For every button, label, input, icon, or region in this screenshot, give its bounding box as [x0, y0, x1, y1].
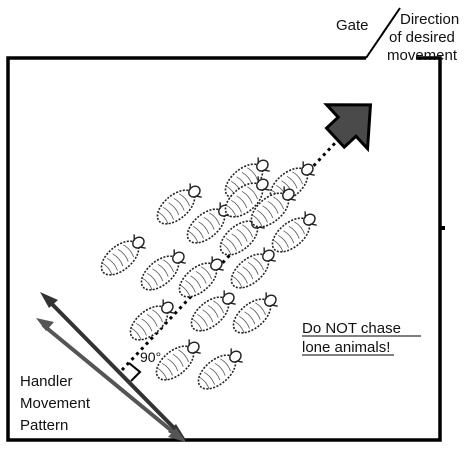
- stray-mark: [441, 226, 445, 230]
- direction-label-line3: movement: [387, 47, 458, 64]
- sheep-icon: [140, 249, 186, 291]
- direction-label-line2: of desired: [389, 29, 455, 46]
- handler-label-line2: Movement: [20, 395, 91, 412]
- sheep-icon: [129, 299, 175, 341]
- gate-label: Gate: [336, 17, 369, 34]
- pen-enclosure: [6, 56, 442, 442]
- angle-label: 90°: [140, 349, 161, 365]
- sheep-icon: [155, 339, 201, 381]
- sheep-icon: [224, 176, 270, 218]
- gate-line: [365, 7, 401, 59]
- sheep-icon: [224, 157, 270, 199]
- handler-label-line3: Pattern: [20, 417, 68, 434]
- warning-label-line1: Do NOT chase: [302, 320, 401, 337]
- right-angle-marker: [128, 362, 142, 382]
- sheep-icon: [100, 234, 146, 276]
- sheep-icon: [197, 348, 243, 390]
- handler-label-line1: Handler: [20, 373, 73, 390]
- direction-arrow-icon: [323, 103, 373, 153]
- direction-label-line1: Direction: [400, 11, 459, 28]
- herd: [100, 157, 317, 390]
- sheep-icon: [232, 292, 278, 334]
- warning-label-line2: lone animals!: [302, 339, 390, 356]
- sheep-icon: [250, 186, 296, 228]
- sheep-icon: [271, 211, 317, 253]
- sheep-icon: [230, 247, 276, 289]
- handler-movement-arrows: [36, 292, 186, 442]
- sheep-icon: [190, 290, 236, 332]
- sheep-icon: [156, 183, 202, 225]
- sheep-icon: [178, 256, 224, 298]
